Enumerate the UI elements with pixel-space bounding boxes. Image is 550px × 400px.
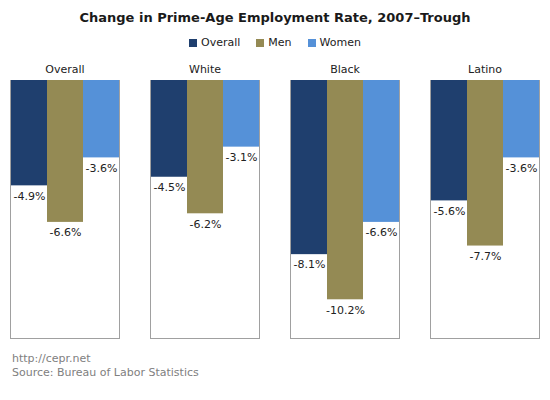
html-text:http://cepr.net: http://cepr.net [12,352,91,365]
svg-text:-6.6%: -6.6% [366,226,398,239]
svg-text:-4.5%: -4.5% [154,181,186,194]
html-text:Change in Prime-Age Employment: Change in Prime-Age Employment Rate, 200… [79,10,471,25]
svg-text:-7.7%: -7.7% [470,250,502,263]
html-text:Overall: Overall [201,35,241,49]
svg-text:White: White [189,63,221,76]
svg-text:Latino: Latino [468,63,502,76]
svg-text:-3.6%: -3.6% [86,162,118,175]
svg-text:-10.2%: -10.2% [326,304,365,317]
svg-text:-3.6%: -3.6% [506,162,538,175]
svg-text:-8.1%: -8.1% [294,258,326,271]
svg-text:-6.6%: -6.6% [50,226,82,239]
svg-text:Overall: Overall [45,63,84,76]
svg-text:-3.1%: -3.1% [226,151,258,164]
svg-text:-6.2%: -6.2% [190,218,222,231]
html-text:Source: Bureau of Labor Statis: Source: Bureau of Labor Statistics [12,366,199,379]
svg-text:-5.6%: -5.6% [434,205,466,218]
html-text:Women: Women [319,35,361,49]
html-text:Men: Men [268,35,292,49]
svg-text:-4.9%: -4.9% [14,190,46,203]
svg-text:Black: Black [330,63,360,76]
